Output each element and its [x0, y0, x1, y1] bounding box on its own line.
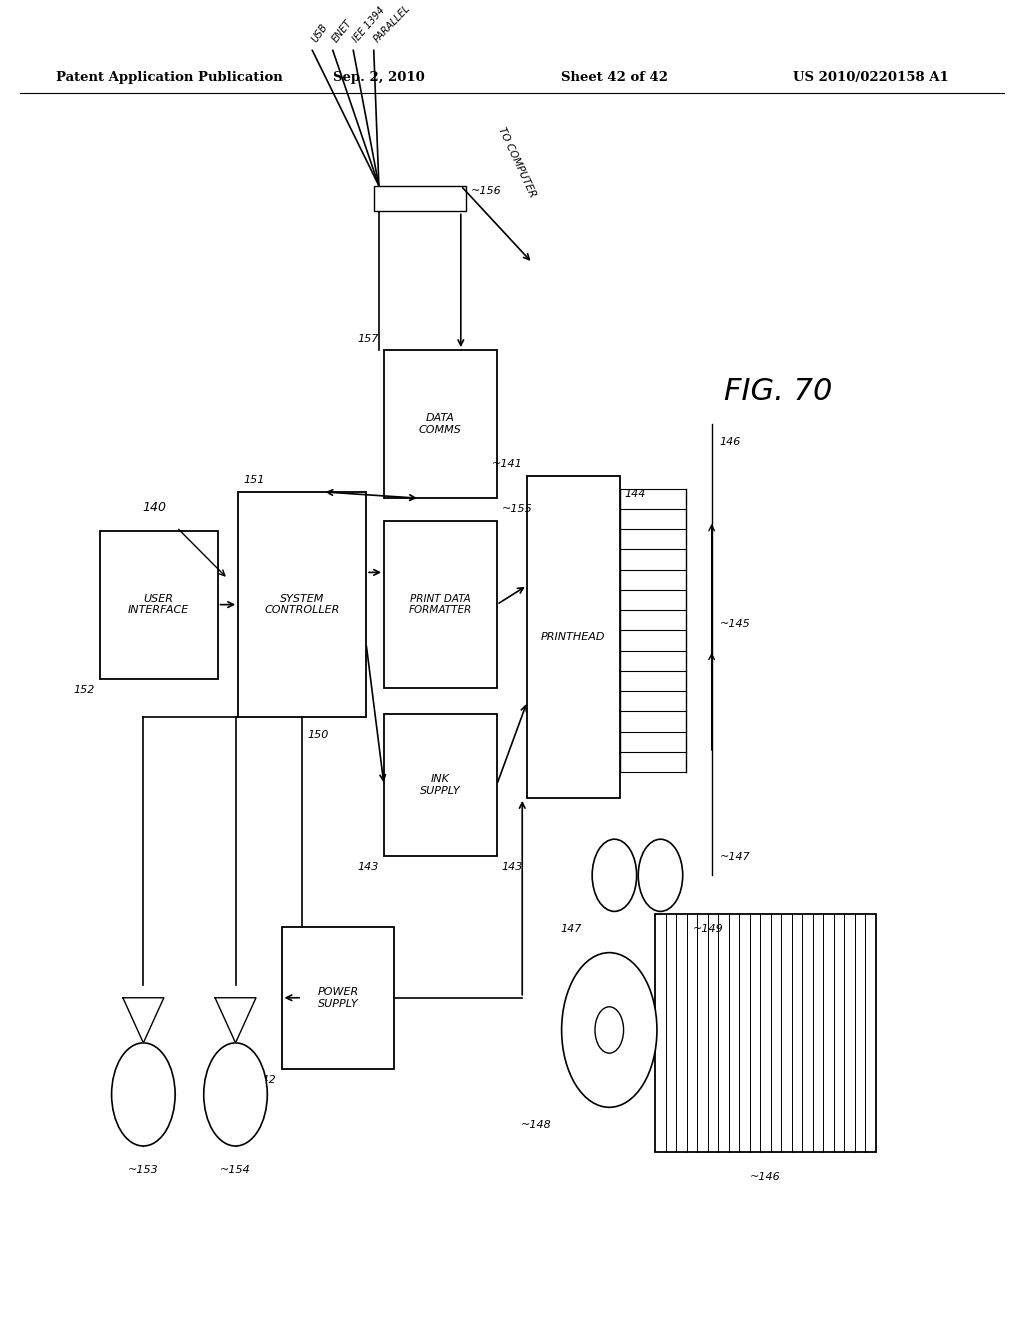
Text: 151: 151: [244, 475, 264, 486]
Text: ~148: ~148: [520, 1121, 551, 1130]
Bar: [282, 927, 394, 1069]
Text: ~142: ~142: [246, 1074, 276, 1085]
Polygon shape: [215, 998, 256, 1043]
Text: USER
INTERFACE: USER INTERFACE: [128, 594, 189, 615]
Text: ~145: ~145: [720, 619, 751, 628]
Text: US 2010/0220158 A1: US 2010/0220158 A1: [793, 71, 948, 84]
Bar: [655, 913, 876, 1152]
Bar: [384, 521, 497, 689]
Bar: [374, 186, 466, 211]
Text: 152: 152: [74, 685, 94, 696]
Text: 144: 144: [625, 488, 646, 499]
Text: PRINTHEAD: PRINTHEAD: [542, 632, 605, 642]
Text: 150: 150: [307, 730, 329, 741]
Bar: [100, 531, 218, 678]
Ellipse shape: [204, 1043, 267, 1146]
Ellipse shape: [561, 953, 657, 1107]
Ellipse shape: [595, 1007, 624, 1053]
Text: IEE 1394: IEE 1394: [351, 5, 387, 44]
Text: 143: 143: [502, 862, 523, 873]
Bar: [384, 350, 497, 498]
Text: ~147: ~147: [720, 853, 751, 862]
Text: TO COMPUTER: TO COMPUTER: [497, 125, 538, 198]
Text: Sheet 42 of 42: Sheet 42 of 42: [561, 71, 668, 84]
Ellipse shape: [112, 1043, 175, 1146]
Bar: [527, 475, 620, 799]
Text: PARALLEL: PARALLEL: [372, 3, 412, 44]
Text: USB: USB: [310, 21, 330, 44]
Text: ~155: ~155: [502, 504, 532, 515]
Ellipse shape: [638, 840, 683, 911]
Text: ~156: ~156: [471, 186, 502, 195]
Text: ~153: ~153: [128, 1166, 159, 1175]
Text: 147: 147: [560, 924, 582, 935]
Text: ~146: ~146: [750, 1172, 781, 1181]
Text: PRINT DATA
FORMATTER: PRINT DATA FORMATTER: [409, 594, 472, 615]
Text: 146: 146: [720, 437, 741, 447]
Text: DATA
COMMS: DATA COMMS: [419, 413, 462, 436]
Text: 157: 157: [357, 334, 379, 343]
Text: Patent Application Publication: Patent Application Publication: [56, 71, 283, 84]
Ellipse shape: [592, 840, 637, 911]
Text: ~141: ~141: [492, 459, 522, 470]
Text: Sep. 2, 2010: Sep. 2, 2010: [333, 71, 425, 84]
Text: ~154: ~154: [220, 1166, 251, 1175]
Text: 143: 143: [357, 862, 379, 873]
Bar: [384, 714, 497, 855]
Text: ~149: ~149: [693, 924, 724, 935]
Text: ENET: ENET: [331, 17, 354, 44]
Text: 140: 140: [142, 502, 166, 515]
Text: POWER
SUPPLY: POWER SUPPLY: [317, 987, 358, 1008]
Text: SYSTEM
CONTROLLER: SYSTEM CONTROLLER: [264, 594, 340, 615]
Bar: [238, 492, 367, 717]
Text: INK
SUPPLY: INK SUPPLY: [420, 775, 461, 796]
Polygon shape: [123, 998, 164, 1043]
Text: FIG. 70: FIG. 70: [724, 378, 833, 407]
